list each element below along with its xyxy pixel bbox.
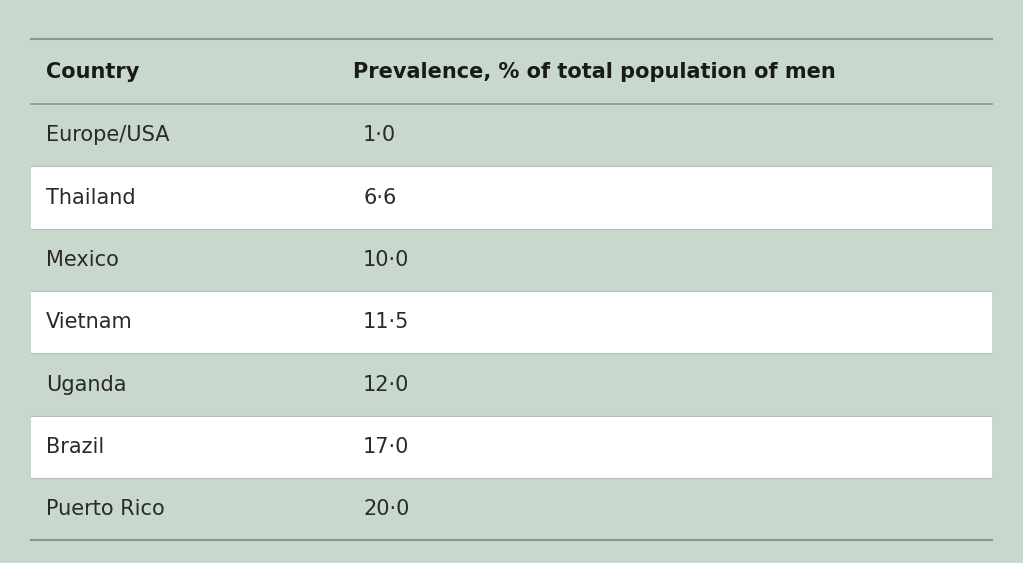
Text: Thailand: Thailand — [46, 187, 136, 208]
Text: Vietnam: Vietnam — [46, 312, 133, 332]
Text: Prevalence, % of total population of men: Prevalence, % of total population of men — [353, 62, 836, 82]
Text: 17·0: 17·0 — [363, 437, 409, 457]
Text: Puerto Rico: Puerto Rico — [46, 499, 165, 519]
Bar — [31, 167, 992, 229]
Text: Brazil: Brazil — [46, 437, 104, 457]
Text: Uganda: Uganda — [46, 374, 127, 395]
Bar — [31, 229, 992, 291]
Text: Country: Country — [46, 62, 139, 82]
Text: Mexico: Mexico — [46, 250, 119, 270]
Bar — [31, 104, 992, 167]
Text: 1·0: 1·0 — [363, 126, 396, 145]
Bar — [31, 478, 992, 540]
Text: 20·0: 20·0 — [363, 499, 409, 519]
Bar — [31, 416, 992, 478]
Text: Europe/USA: Europe/USA — [46, 126, 170, 145]
Text: 6·6: 6·6 — [363, 187, 397, 208]
Bar — [31, 291, 992, 354]
Bar — [31, 354, 992, 416]
Text: 10·0: 10·0 — [363, 250, 409, 270]
Text: 11·5: 11·5 — [363, 312, 409, 332]
Text: 12·0: 12·0 — [363, 374, 409, 395]
